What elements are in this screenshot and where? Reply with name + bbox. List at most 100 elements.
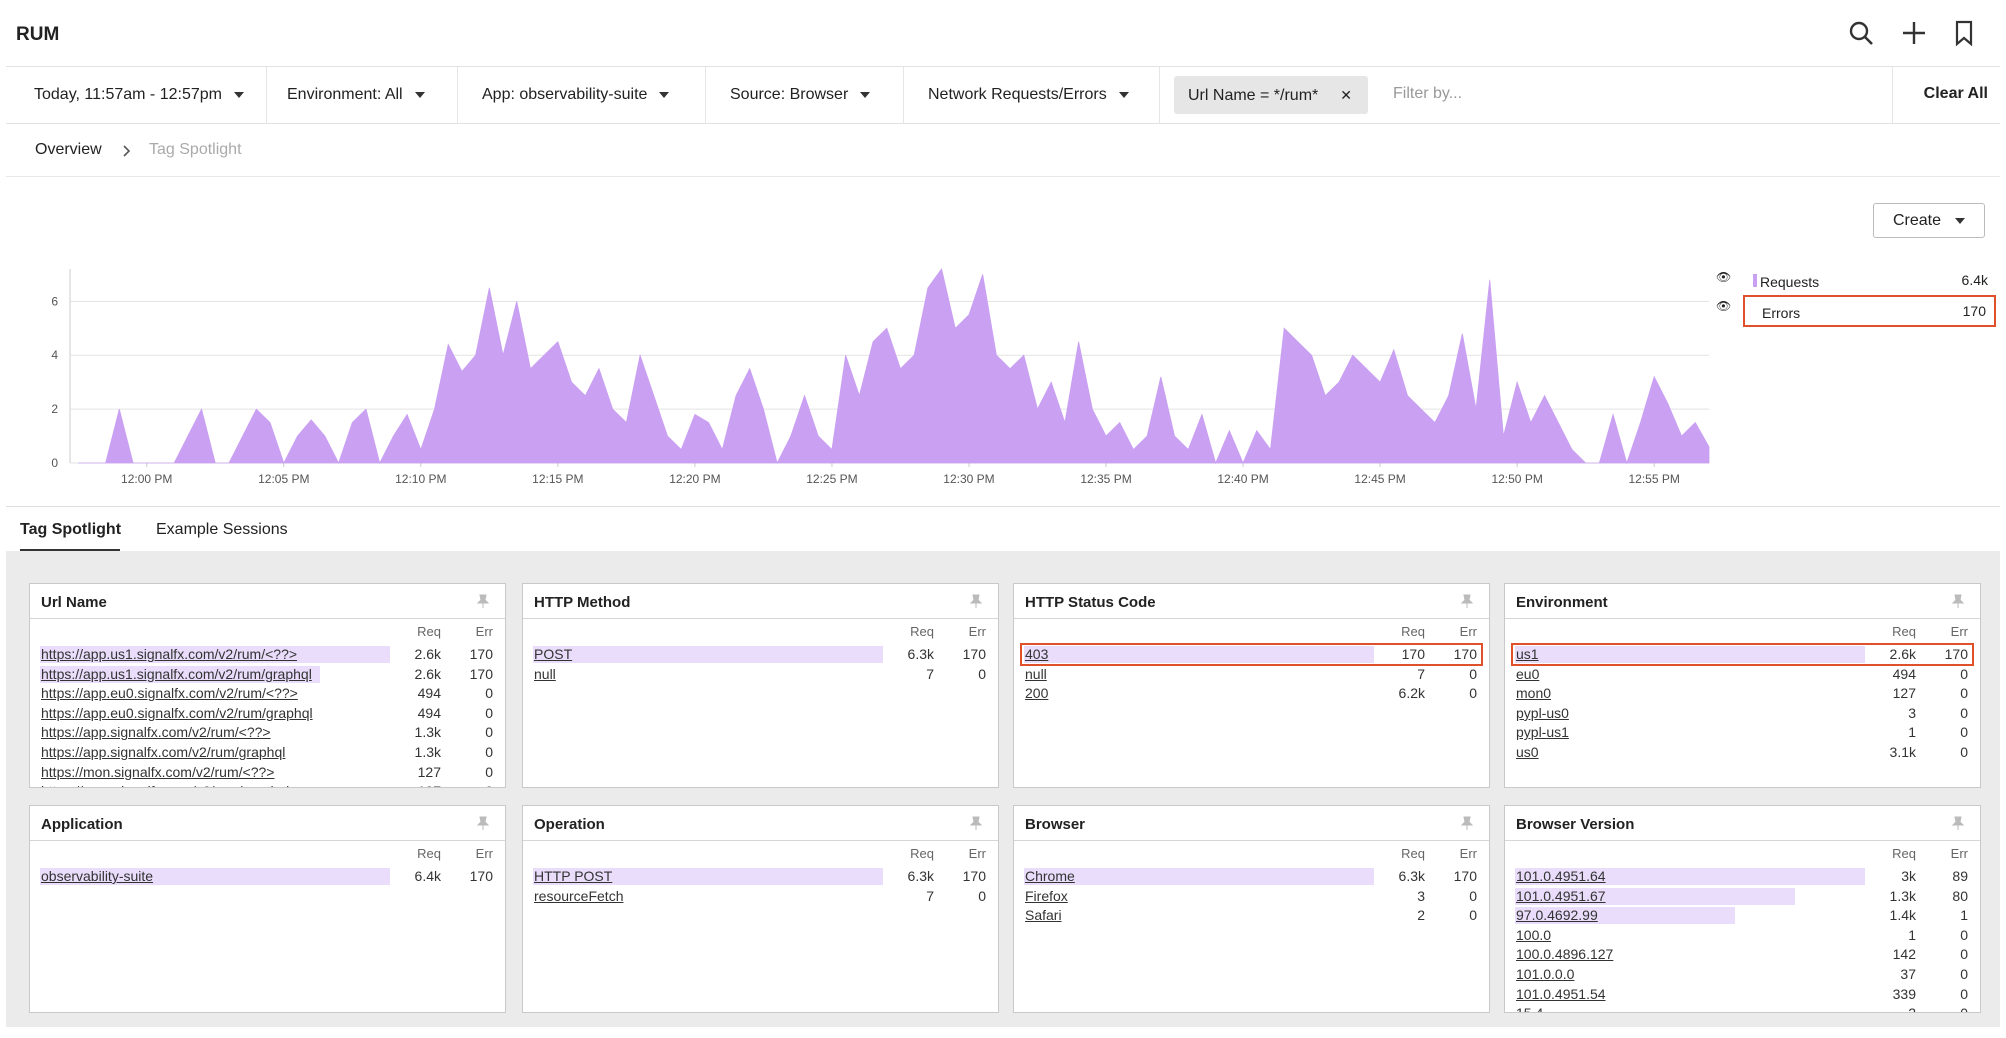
tag-value[interactable]: https://mon.signalfx.com/v2/rum/graphql bbox=[41, 782, 289, 788]
filter-dropdown[interactable]: Environment: All bbox=[263, 67, 458, 123]
tag-value[interactable]: resourceFetch bbox=[534, 887, 623, 906]
tag-value[interactable]: observability-suite bbox=[41, 867, 153, 886]
tag-value[interactable]: https://app.us1.signalfx.com/v2/rum/<??> bbox=[41, 645, 297, 664]
tag-value[interactable]: https://app.signalfx.com/v2/rum/graphql bbox=[41, 743, 285, 762]
tag-value[interactable]: 101.0.4951.67 bbox=[1516, 887, 1606, 906]
pin-icon[interactable] bbox=[477, 816, 489, 830]
add-icon[interactable] bbox=[1903, 22, 1925, 44]
tag-row[interactable]: 101.0.0.0370 bbox=[1513, 965, 1972, 984]
row-bar bbox=[1024, 646, 1374, 663]
tag-value[interactable]: 101.0.0.0 bbox=[1516, 965, 1574, 984]
create-button[interactable]: Create bbox=[1873, 203, 1985, 238]
tag-value[interactable]: 97.0.4692.99 bbox=[1516, 906, 1598, 925]
tag-row[interactable]: observability-suite6.4k170 bbox=[38, 867, 497, 886]
tag-row[interactable]: resourceFetch70 bbox=[531, 887, 990, 906]
tag-row[interactable]: https://mon.signalfx.com/v2/rum/<??>1270 bbox=[38, 763, 497, 782]
tag-row[interactable]: 2006.2k0 bbox=[1022, 684, 1481, 703]
remove-filter[interactable]: ✕ bbox=[1340, 87, 1352, 103]
pin-icon[interactable] bbox=[1952, 816, 1964, 830]
tag-value[interactable]: 101.0.4951.64 bbox=[1516, 867, 1606, 886]
tag-value[interactable]: Safari bbox=[1025, 906, 1062, 925]
tag-panel: ApplicationReqErrobservability-suite6.4k… bbox=[29, 805, 506, 1013]
tag-value[interactable]: pypl-us0 bbox=[1516, 704, 1569, 723]
bookmark-icon[interactable] bbox=[1957, 22, 1971, 44]
clear-all[interactable]: Clear All bbox=[1924, 85, 1988, 103]
legend-item[interactable]: Errors170 bbox=[1743, 295, 1996, 327]
tag-value[interactable]: POST bbox=[534, 645, 572, 664]
tag-value[interactable]: us1 bbox=[1516, 645, 1539, 664]
error-count: 1 bbox=[1960, 906, 1968, 925]
tag-row[interactable]: https://app.signalfx.com/v2/rum/<??>1.3k… bbox=[38, 723, 497, 742]
tag-row[interactable]: 97.0.4692.991.4k1 bbox=[1513, 906, 1972, 925]
filter-dropdown[interactable]: Today, 11:57am - 12:57pm bbox=[10, 67, 267, 123]
tag-row[interactable]: pypl-us110 bbox=[1513, 723, 1972, 742]
tag-row[interactable]: https://app.us1.signalfx.com/v2/rum/<??>… bbox=[38, 645, 497, 664]
tag-row[interactable]: 15.420 bbox=[1513, 1004, 1972, 1013]
tag-row[interactable]: us12.6k170 bbox=[1513, 645, 1972, 664]
tab[interactable]: Example Sessions bbox=[156, 521, 288, 539]
tag-row[interactable]: Safari20 bbox=[1022, 906, 1481, 925]
tag-value[interactable]: null bbox=[1025, 665, 1047, 684]
request-count: 494 bbox=[418, 684, 441, 703]
tag-row[interactable]: mon01270 bbox=[1513, 684, 1972, 703]
tag-row[interactable]: https://app.signalfx.com/v2/rum/graphql1… bbox=[38, 743, 497, 762]
tag-value[interactable]: https://mon.signalfx.com/v2/rum/<??> bbox=[41, 763, 274, 782]
tag-row[interactable]: 100.010 bbox=[1513, 926, 1972, 945]
pin-icon[interactable] bbox=[970, 594, 982, 608]
filter-dropdown[interactable]: App: observability-suite bbox=[458, 67, 706, 123]
tag-value[interactable]: Firefox bbox=[1025, 887, 1068, 906]
tag-value[interactable]: https://app.signalfx.com/v2/rum/<??> bbox=[41, 723, 271, 742]
tag-value[interactable]: 100.0 bbox=[1516, 926, 1551, 945]
tag-value[interactable]: pypl-us1 bbox=[1516, 723, 1569, 742]
tag-row[interactable]: null70 bbox=[531, 665, 990, 684]
filter-input[interactable]: Filter by... bbox=[1393, 85, 1462, 103]
tag-row[interactable]: https://app.eu0.signalfx.com/v2/rum/grap… bbox=[38, 704, 497, 723]
tag-row[interactable]: HTTP POST6.3k170 bbox=[531, 867, 990, 886]
tag-row[interactable]: Firefox30 bbox=[1022, 887, 1481, 906]
tag-row[interactable]: 403170170 bbox=[1022, 645, 1481, 664]
tag-value[interactable]: eu0 bbox=[1516, 665, 1539, 684]
tag-value[interactable]: 403 bbox=[1025, 645, 1048, 664]
tag-value[interactable]: 101.0.4951.54 bbox=[1516, 985, 1606, 1004]
pin-icon[interactable] bbox=[970, 816, 982, 830]
legend-visibility-icon[interactable]: 👁 bbox=[1716, 299, 1731, 313]
tag-row[interactable]: 100.0.4896.1271420 bbox=[1513, 945, 1972, 964]
tag-row[interactable]: us03.1k0 bbox=[1513, 743, 1972, 762]
pin-icon[interactable] bbox=[477, 594, 489, 608]
tag-row[interactable]: 101.0.4951.543390 bbox=[1513, 985, 1972, 1004]
tag-value[interactable]: mon0 bbox=[1516, 684, 1551, 703]
tag-row[interactable]: https://app.us1.signalfx.com/v2/rum/grap… bbox=[38, 665, 497, 684]
filter-dropdown[interactable]: Network Requests/Errors bbox=[904, 67, 1160, 123]
tag-value[interactable]: null bbox=[534, 665, 556, 684]
tag-row[interactable]: https://mon.signalfx.com/v2/rum/graphql1… bbox=[38, 782, 497, 788]
tag-row[interactable]: POST6.3k170 bbox=[531, 645, 990, 664]
tag-value[interactable]: https://app.eu0.signalfx.com/v2/rum/grap… bbox=[41, 704, 313, 723]
pin-icon[interactable] bbox=[1461, 816, 1473, 830]
tag-value[interactable]: HTTP POST bbox=[534, 867, 612, 886]
tag-row[interactable]: eu04940 bbox=[1513, 665, 1972, 684]
tag-row[interactable]: null70 bbox=[1022, 665, 1481, 684]
search-icon[interactable] bbox=[1851, 23, 1872, 44]
tag-value[interactable]: 15.4 bbox=[1516, 1004, 1543, 1013]
pin-icon[interactable] bbox=[1952, 594, 1964, 608]
tag-row[interactable]: 101.0.4951.643k89 bbox=[1513, 867, 1972, 886]
breadcrumb-link[interactable]: Overview bbox=[35, 141, 102, 159]
tag-row[interactable]: pypl-us030 bbox=[1513, 704, 1972, 723]
tag-value[interactable]: us0 bbox=[1516, 743, 1539, 762]
x-tick-label: 12:05 PM bbox=[258, 472, 309, 486]
tab-active[interactable]: Tag Spotlight bbox=[20, 521, 121, 539]
tag-value[interactable]: Chrome bbox=[1025, 867, 1075, 886]
active-filter[interactable]: Url Name = */rum*✕ bbox=[1174, 76, 1368, 114]
tag-value[interactable]: 100.0.4896.127 bbox=[1516, 945, 1613, 964]
dropdown-caret bbox=[415, 92, 425, 98]
tag-value[interactable]: 200 bbox=[1025, 684, 1048, 703]
tag-value[interactable]: https://app.eu0.signalfx.com/v2/rum/<??> bbox=[41, 684, 298, 703]
tag-value[interactable]: https://app.us1.signalfx.com/v2/rum/grap… bbox=[41, 665, 312, 684]
tag-row[interactable]: 101.0.4951.671.3k80 bbox=[1513, 887, 1972, 906]
tag-row[interactable]: Chrome6.3k170 bbox=[1022, 867, 1481, 886]
tag-row[interactable]: https://app.eu0.signalfx.com/v2/rum/<??>… bbox=[38, 684, 497, 703]
legend-item[interactable]: Requests6.4k bbox=[1743, 266, 1996, 298]
legend-visibility-icon[interactable]: 👁 bbox=[1716, 270, 1731, 284]
pin-icon[interactable] bbox=[1461, 594, 1473, 608]
filter-dropdown[interactable]: Source: Browser bbox=[706, 67, 904, 123]
